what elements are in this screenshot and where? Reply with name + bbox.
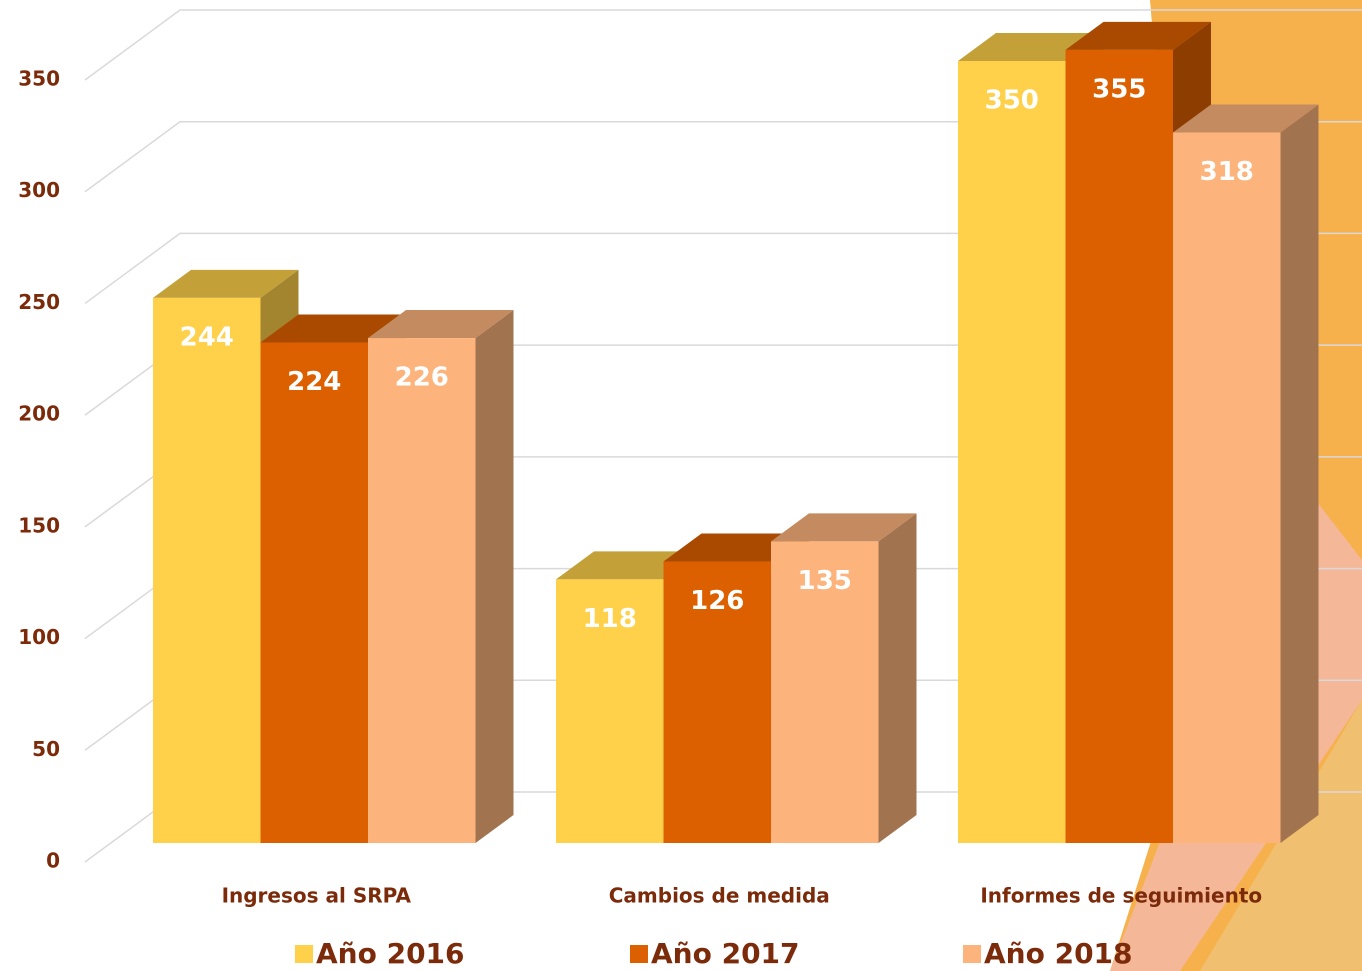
value-label: 350 xyxy=(985,86,1039,116)
legend-label: Año 2018 xyxy=(984,937,1133,970)
legend-label: Año 2016 xyxy=(316,937,465,970)
bar xyxy=(1066,50,1174,843)
value-label: 224 xyxy=(287,367,341,397)
y-tick-label: 350 xyxy=(18,67,60,91)
value-label: 318 xyxy=(1200,157,1254,187)
value-label: 135 xyxy=(798,566,852,596)
bar-side xyxy=(1281,104,1319,843)
x-tick-label: Ingresos al SRPA xyxy=(222,884,412,908)
bar xyxy=(958,61,1066,843)
y-tick-label: 300 xyxy=(18,178,60,202)
legend-swatch xyxy=(963,945,981,963)
bar-side xyxy=(879,513,917,843)
value-label: 118 xyxy=(583,604,637,634)
value-label: 355 xyxy=(1092,74,1146,104)
legend-swatch xyxy=(295,945,313,963)
y-tick-label: 100 xyxy=(18,625,60,649)
y-tick-label: 150 xyxy=(18,513,60,537)
bar-side xyxy=(476,310,514,843)
value-label: 126 xyxy=(690,586,744,616)
legend-swatch xyxy=(630,945,648,963)
bar xyxy=(368,338,476,843)
bar xyxy=(153,298,261,843)
bars: Ingresos al SRPA Cambios de medida Informe… xyxy=(153,22,1319,908)
y-tick-label: 250 xyxy=(18,290,60,314)
x-tick-label: Informes de seguimiento xyxy=(980,884,1262,908)
y-tick-label: 50 xyxy=(32,737,60,761)
legend-label: Año 2017 xyxy=(651,937,800,970)
bar xyxy=(1173,132,1281,843)
x-tick-label: Cambios de medida xyxy=(609,884,830,908)
y-tick-label: 0 xyxy=(46,849,60,873)
value-label: 226 xyxy=(395,363,449,393)
value-label: 244 xyxy=(180,322,234,352)
chart: 0 50 100 150 200 250 300 350 Ingresos al SRPA Ca… xyxy=(0,0,1362,971)
y-tick-label: 200 xyxy=(18,402,60,426)
bar xyxy=(261,343,369,843)
